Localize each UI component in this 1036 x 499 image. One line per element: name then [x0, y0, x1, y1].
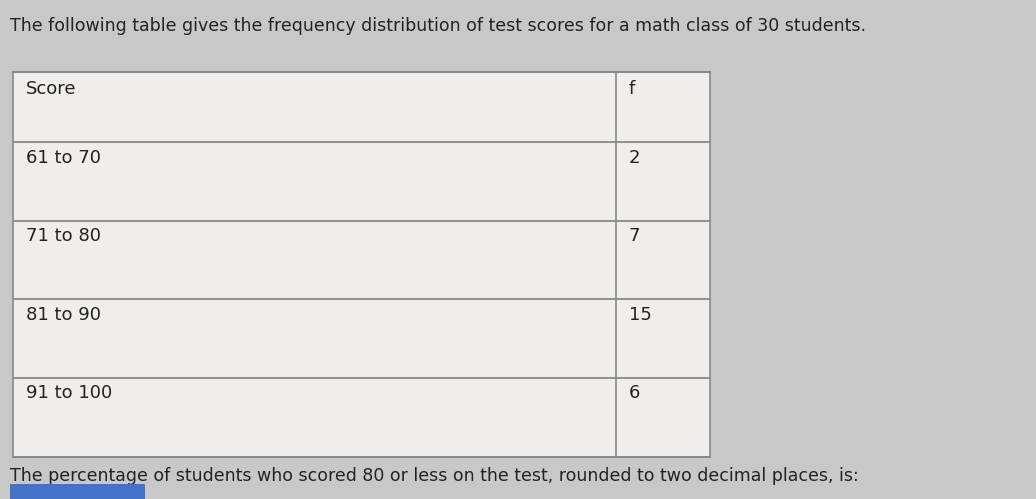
Text: Score: Score: [26, 80, 77, 98]
Text: The following table gives the frequency distribution of test scores for a math c: The following table gives the frequency …: [10, 17, 866, 35]
Text: f: f: [629, 80, 635, 98]
Text: 15: 15: [629, 306, 652, 324]
Text: 2: 2: [629, 149, 640, 167]
Text: 91 to 100: 91 to 100: [26, 385, 112, 403]
Text: 61 to 70: 61 to 70: [26, 149, 100, 167]
Text: The percentage of students who scored 80 or less on the test, rounded to two dec: The percentage of students who scored 80…: [10, 467, 859, 485]
Bar: [10, 484, 145, 499]
Bar: [13, 72, 710, 457]
Text: 81 to 90: 81 to 90: [26, 306, 100, 324]
Text: 71 to 80: 71 to 80: [26, 228, 100, 246]
Text: 7: 7: [629, 228, 640, 246]
Text: 6: 6: [629, 385, 640, 403]
